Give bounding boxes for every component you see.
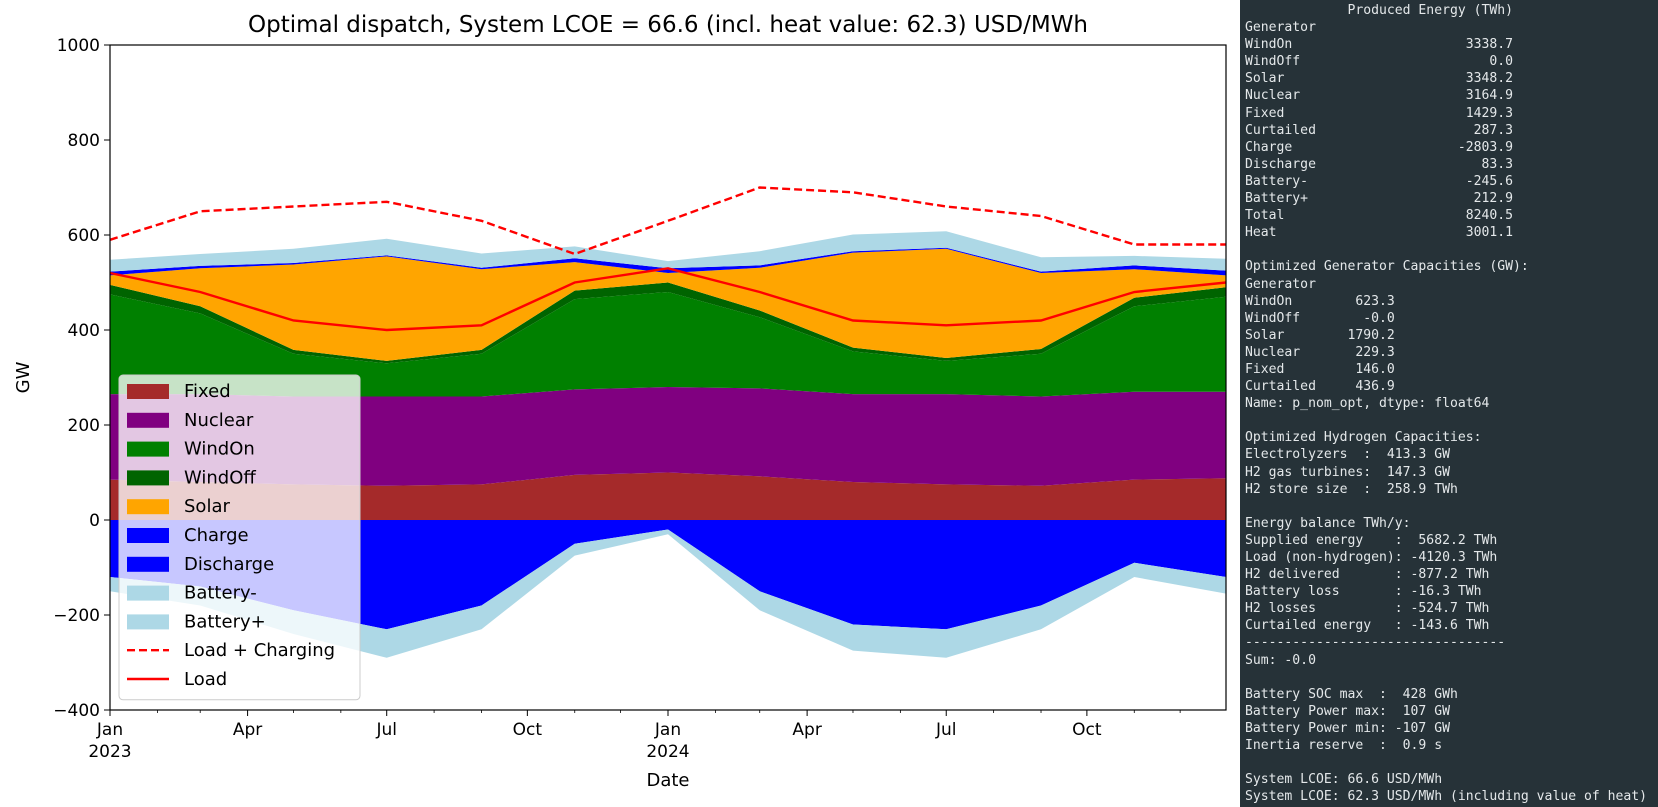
legend-label-nuclear: Nuclear [184,410,254,431]
x-tick-label: Jan [654,720,681,740]
legend-box [118,374,361,701]
x-tick-label: Jul [375,720,397,740]
x-tick-label: Apr [792,720,821,740]
legend-label-battery: Battery- [184,583,257,604]
legend-swatch-discharge [127,556,169,572]
area-fixed [110,472,1226,520]
legend-swatch-windoff [127,470,169,486]
legend-label-charge: Charge [184,525,249,546]
legend-label-windoff: WindOff [184,467,256,488]
area-windon [110,292,1226,397]
legend-label-load-charging: Load + Charging [184,640,335,661]
y-axis: 1000 800 600 400 200 0 −200 −400 [53,36,110,721]
x-tick-label: Oct [1072,720,1102,740]
area-battery [110,231,1226,272]
line-load [109,267,1227,332]
x-axis-label: Date [646,770,689,791]
y-tick-label: −400 [53,701,100,721]
legend-swatch-charge [127,528,169,543]
x-tick-label: Jul [935,720,957,740]
area-nuclear [110,387,1226,486]
y-axis-label: GW [13,361,34,393]
load-lines [109,186,1227,332]
y-tick-label: −200 [53,606,100,626]
legend-label-windon: WindOn [184,439,255,460]
y-tick-label: 800 [68,131,100,151]
area-solar [110,248,1226,361]
chart-title: Optimal dispatch, System LCOE = 66.6 (in… [248,12,1088,38]
y-tick-label: 200 [68,416,100,436]
x-tick-label: Oct [513,720,543,740]
area-charge [110,520,1226,630]
legend-label-battery: Battery+ [184,611,266,632]
y-tick-label: 400 [68,321,100,341]
console-output-panel: Produced Energy (TWh) Generator WindOn 3… [1240,0,1658,807]
legend-swatch-solar [127,499,169,515]
positive-areas [110,231,1226,520]
y-tick-label: 1000 [57,36,100,56]
legend-label-fixed: Fixed [184,381,231,402]
legend-label-solar: Solar [184,496,230,517]
x-tick-year-label: 2023 [88,742,131,762]
legend-label-discharge: Discharge [184,554,274,575]
x-tick-year-label: 2024 [646,742,689,762]
legend-swatch-windon [127,441,169,457]
legend-swatch-fixed [127,384,169,399]
legend-swatch-battery [127,585,169,601]
y-tick-label: 600 [68,226,100,246]
negative-areas [110,520,1226,658]
console-output: Produced Energy (TWh) Generator WindOn 3… [1245,3,1648,805]
legend-swatch-battery [127,614,169,630]
legend-label-load: Load [184,669,227,690]
line-load-charging [109,186,1226,256]
x-tick-label: Apr [233,720,262,740]
chart-legend: Fixed Nuclear WindOn WindOff Solar Charge Disc… [118,374,361,701]
legend-swatch-nuclear [127,412,169,428]
x-tick-label: Jan [96,720,123,740]
area-discharge [110,247,1226,276]
y-tick-label: 0 [89,511,100,531]
chart-panel: 1000 800 600 400 200 0 −200 −400 Jan 2023 Apr Jul O… [13,12,1227,791]
